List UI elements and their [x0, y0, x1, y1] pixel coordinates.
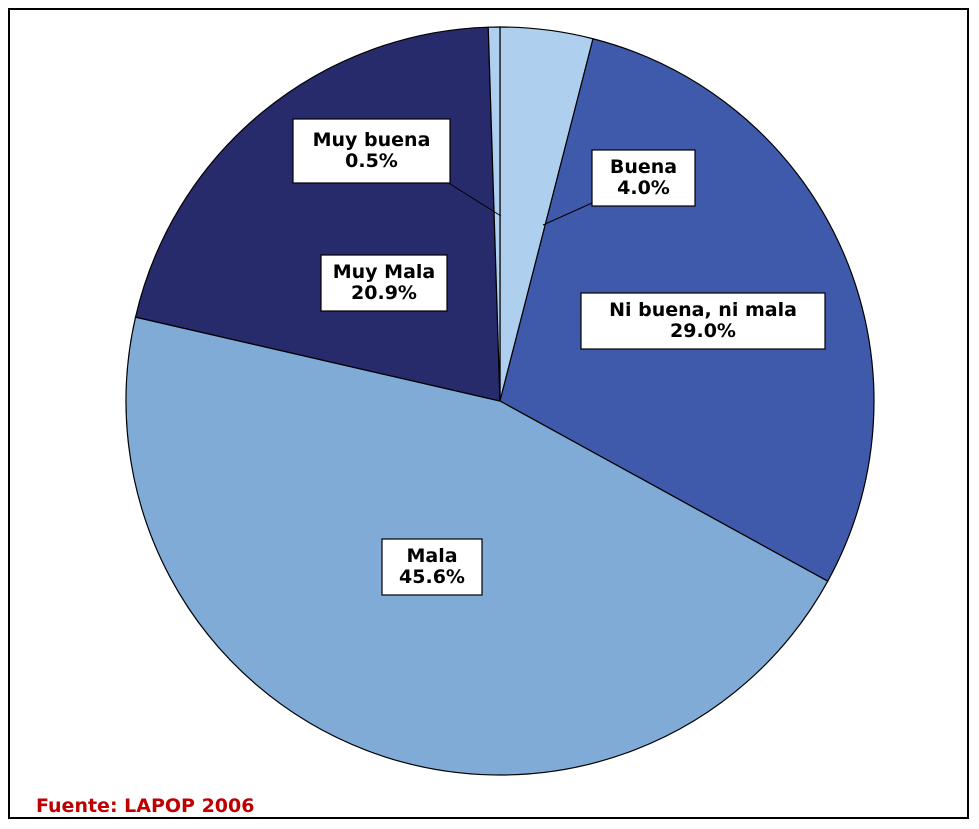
slice-value-buena: 4.0%	[617, 177, 670, 199]
slice-name-mala: Mala	[406, 545, 457, 567]
label-box-muy-buena	[292, 118, 451, 184]
slice-value-muy-mala: 20.9%	[351, 282, 417, 304]
slice-name-muy-mala: Muy Mala	[333, 261, 436, 283]
slice-name-buena: Buena	[610, 156, 677, 178]
slice-name-muy-buena: Muy buena	[313, 129, 431, 151]
source-note: Fuente: LAPOP 2006	[36, 795, 255, 817]
pie-slices	[125, 26, 875, 776]
label-box-muy-mala	[320, 254, 448, 312]
slice-value-mala: 45.6%	[399, 566, 465, 588]
pie-slice-muy-buena	[487, 26, 501, 402]
leader-line-muy-buena	[446, 181, 502, 217]
leader-lines	[446, 181, 593, 226]
chart-frame: Buena 4.0% Ni buena, ni mala 29.0% Mala 45.6%…	[8, 8, 969, 819]
slice-value-muy-buena: 0.5%	[345, 150, 398, 172]
leader-line-buena	[542, 202, 593, 226]
slice-value-ni-buena-ni-mala: 29.0%	[670, 320, 736, 342]
slice-name-ni-buena-ni-mala: Ni buena, ni mala	[609, 299, 797, 321]
label-box-mala	[381, 538, 483, 596]
label-box-ni-buena-ni-mala	[580, 292, 826, 350]
label-box-buena	[591, 149, 696, 207]
